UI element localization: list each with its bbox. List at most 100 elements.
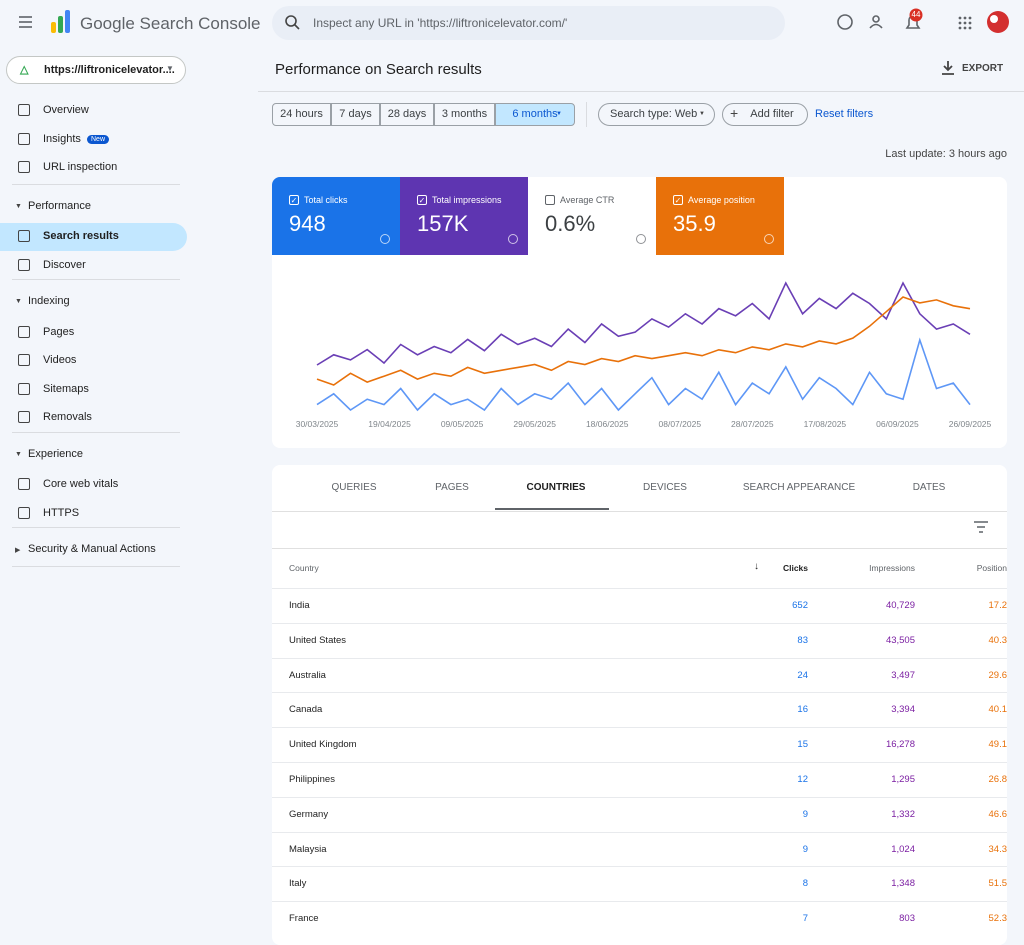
export-icon[interactable] <box>940 60 956 76</box>
section-title[interactable]: Performance <box>28 199 91 212</box>
column-header[interactable]: Clicks <box>782 563 808 573</box>
metric-cell: 8 <box>802 878 808 890</box>
apps-icon[interactable] <box>958 16 972 30</box>
nav-icon <box>18 478 30 490</box>
metric-cell: 1,332 <box>891 808 915 820</box>
section-title[interactable]: Security & Manual Actions <box>28 543 156 555</box>
nav-icon <box>18 354 30 366</box>
header-icons <box>19 8 1009 33</box>
row-divider <box>272 657 1007 659</box>
date-range-button[interactable]: 3 months <box>434 103 495 126</box>
tab[interactable]: COUNTRIES <box>526 482 586 493</box>
page-title: Performance on Search results <box>275 61 482 78</box>
tab[interactable]: DEVICES <box>643 482 687 493</box>
x-tick-label: 06/09/2025 <box>876 419 919 429</box>
metric-cell: 1,348 <box>891 878 915 890</box>
export-button[interactable]: EXPORT <box>962 63 1004 74</box>
metric-label: Average position <box>688 195 755 205</box>
metric-help <box>636 234 646 244</box>
property-name: https://liftronicelevator.... <box>44 64 175 76</box>
property-caret: ▼ <box>166 64 174 73</box>
column-header[interactable]: Country <box>289 563 319 573</box>
section-title[interactable]: Indexing <box>28 295 70 307</box>
metric-help <box>508 234 518 244</box>
metric-cell: 9 <box>802 843 808 855</box>
column-header[interactable]: Position <box>976 563 1007 573</box>
tab[interactable]: PAGES <box>435 482 469 493</box>
nav-item[interactable]: HTTPS <box>43 506 80 519</box>
metric-tile[interactable] <box>528 177 656 255</box>
app-title: Google Search Console <box>80 14 261 33</box>
country-cell: France <box>289 913 319 925</box>
metric-checkbox: ✓ <box>673 195 683 205</box>
metric-cell: 652 <box>792 600 808 611</box>
tab-divider <box>272 511 1007 512</box>
menu-icon[interactable] <box>19 16 32 28</box>
nav-item[interactable]: Sitemaps <box>43 382 89 395</box>
metric-cell: 3,394 <box>891 704 915 716</box>
nav-item[interactable]: Discover <box>43 258 86 271</box>
add-filter-button[interactable]: Add filter <box>722 103 808 126</box>
series-line <box>316 296 971 386</box>
metric-cell: 29.6 <box>988 669 1008 681</box>
reset-filters[interactable]: Reset filters <box>815 108 874 120</box>
metric-cell: 51.5 <box>988 878 1008 890</box>
nav-item[interactable]: Core web vitals <box>43 478 119 490</box>
metric-cell: 40.1 <box>988 704 1008 716</box>
help-icon[interactable] <box>837 14 853 30</box>
metric-cell: 16,278 <box>885 739 915 751</box>
section-title[interactable]: Experience <box>28 447 84 460</box>
date-range-button[interactable]: 6 months <box>495 103 575 126</box>
filter-icon[interactable] <box>972 519 990 535</box>
country-cell: Australia <box>289 669 326 681</box>
nav-divider <box>12 565 180 567</box>
tab[interactable]: DATES <box>912 482 946 493</box>
date-range-button[interactable]: 24 hours <box>272 103 331 126</box>
nav-item[interactable]: URL inspection <box>43 161 118 173</box>
nav-icon <box>18 382 30 395</box>
metric-cell: 46.6 <box>988 808 1008 820</box>
nav-item[interactable]: Pages <box>43 325 75 338</box>
metric-cell: 52.3 <box>988 913 1008 925</box>
nav-divider <box>12 431 180 433</box>
series-line <box>316 281 971 366</box>
nav-item[interactable]: Insights <box>43 132 81 145</box>
last-update: Last update: 3 hours ago <box>885 148 1007 160</box>
x-tick-label: 30/03/2025 <box>296 419 339 429</box>
country-cell: Canada <box>289 704 323 716</box>
separator <box>586 102 587 127</box>
metric-tile[interactable] <box>400 177 528 255</box>
date-range-button[interactable]: 7 days <box>331 103 380 126</box>
search-type-button[interactable]: Search type: Web <box>598 103 715 126</box>
property-selector[interactable] <box>6 56 186 84</box>
column-header[interactable]: Impressions <box>869 563 915 573</box>
nav-item[interactable]: Removals <box>43 411 92 423</box>
section-caret: ▶ <box>15 547 21 554</box>
metric-label: Average CTR <box>560 195 615 205</box>
metric-tile[interactable] <box>656 177 784 255</box>
metric-cell: 1,024 <box>891 843 915 855</box>
nav-item[interactable]: Videos <box>43 354 77 366</box>
country-cell: Germany <box>289 808 329 820</box>
property-icon: △ <box>20 64 29 76</box>
metric-value: 948 <box>289 211 326 236</box>
metric-cell: 40,729 <box>885 600 915 611</box>
metric-cell: 12 <box>797 774 808 785</box>
search-type-caret: ▼ <box>699 111 705 117</box>
new-badge: New <box>87 134 110 144</box>
country-cell: United States <box>289 634 347 646</box>
avatar[interactable] <box>987 11 1009 33</box>
metric-tile[interactable] <box>272 177 400 255</box>
users-icon[interactable] <box>869 15 883 29</box>
nav-item[interactable]: Search results <box>43 230 119 242</box>
search-box[interactable] <box>272 6 785 40</box>
tab[interactable]: SEARCH APPEARANCE <box>742 482 856 493</box>
section-caret: ▼ <box>15 450 22 458</box>
metric-cell: 43,505 <box>885 634 915 646</box>
tab[interactable]: QUERIES <box>331 482 377 493</box>
date-range-button[interactable]: 28 days <box>380 103 434 126</box>
nav-item[interactable]: Overview <box>43 104 89 116</box>
date-caret: ▼ <box>556 111 562 117</box>
